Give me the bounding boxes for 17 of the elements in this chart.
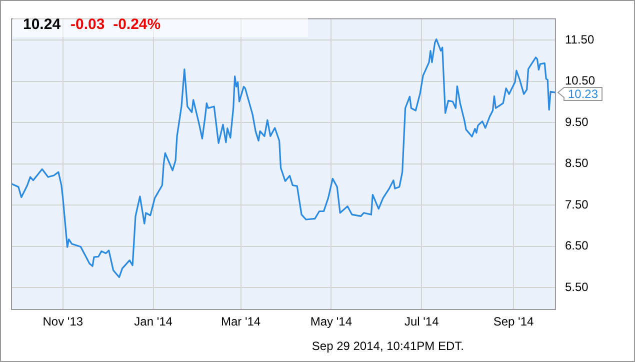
y-tick-label: 10.50 xyxy=(565,74,596,88)
y-tick-label: 9.50 xyxy=(565,114,589,129)
x-tick-label: May '14 xyxy=(310,314,352,329)
y-tick-label: 11.50 xyxy=(565,32,594,46)
y-tick-label: 8.50 xyxy=(565,156,589,170)
y-tick-label: 7.50 xyxy=(565,197,589,212)
x-tick-label: Nov '13 xyxy=(42,314,84,329)
annotation: 10.23 xyxy=(568,86,598,101)
text: Sep 29 2014, 10:41PM EDT. xyxy=(312,339,464,353)
chart-title: 10.24 xyxy=(23,16,61,33)
y-tick-label: 6.50 xyxy=(565,238,589,253)
x-tick-label: Jan '14 xyxy=(134,314,173,329)
chart-subtitle: -0.03 -0.24% xyxy=(70,16,161,33)
x-tick-label: Jul '14 xyxy=(404,314,440,329)
x-tick-label: Sep '14 xyxy=(493,314,534,329)
y-tick-label: 5.50 xyxy=(565,280,589,294)
x-tick-label: Mar '14 xyxy=(220,314,261,329)
